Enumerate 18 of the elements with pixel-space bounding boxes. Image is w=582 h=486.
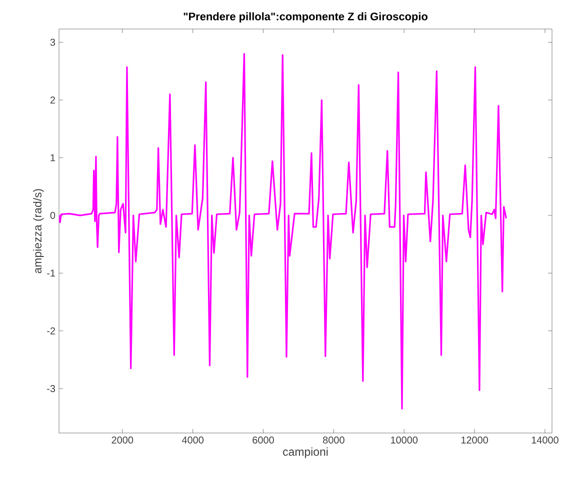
- y-tick-label: -3: [47, 385, 56, 392]
- x-tick-label: 12000: [461, 436, 488, 444]
- x-axis-title: campioni: [283, 447, 328, 458]
- line-series: [59, 53, 508, 410]
- y-tick-label: 3: [50, 38, 56, 46]
- x-tick-label: 4000: [182, 436, 204, 444]
- y-tick-label: 0: [50, 212, 56, 219]
- x-tick-label: 6000: [252, 436, 274, 444]
- y-tick-label: 1: [50, 154, 55, 162]
- x-tick-label: 8000: [323, 436, 344, 444]
- x-tick-label: 10000: [391, 436, 418, 444]
- y-axis-title: ampiezza (rad/s): [33, 189, 44, 274]
- x-tick-label: 14000: [532, 436, 558, 444]
- y-tick-label: 2: [50, 96, 55, 104]
- x-tick-label: 2000: [112, 436, 134, 444]
- y-tick-label: -2: [47, 327, 55, 334]
- y-tick-label: -1: [47, 270, 55, 277]
- chart-title: "Prendere pillola":componente Z di Giroscopio: [184, 12, 428, 22]
